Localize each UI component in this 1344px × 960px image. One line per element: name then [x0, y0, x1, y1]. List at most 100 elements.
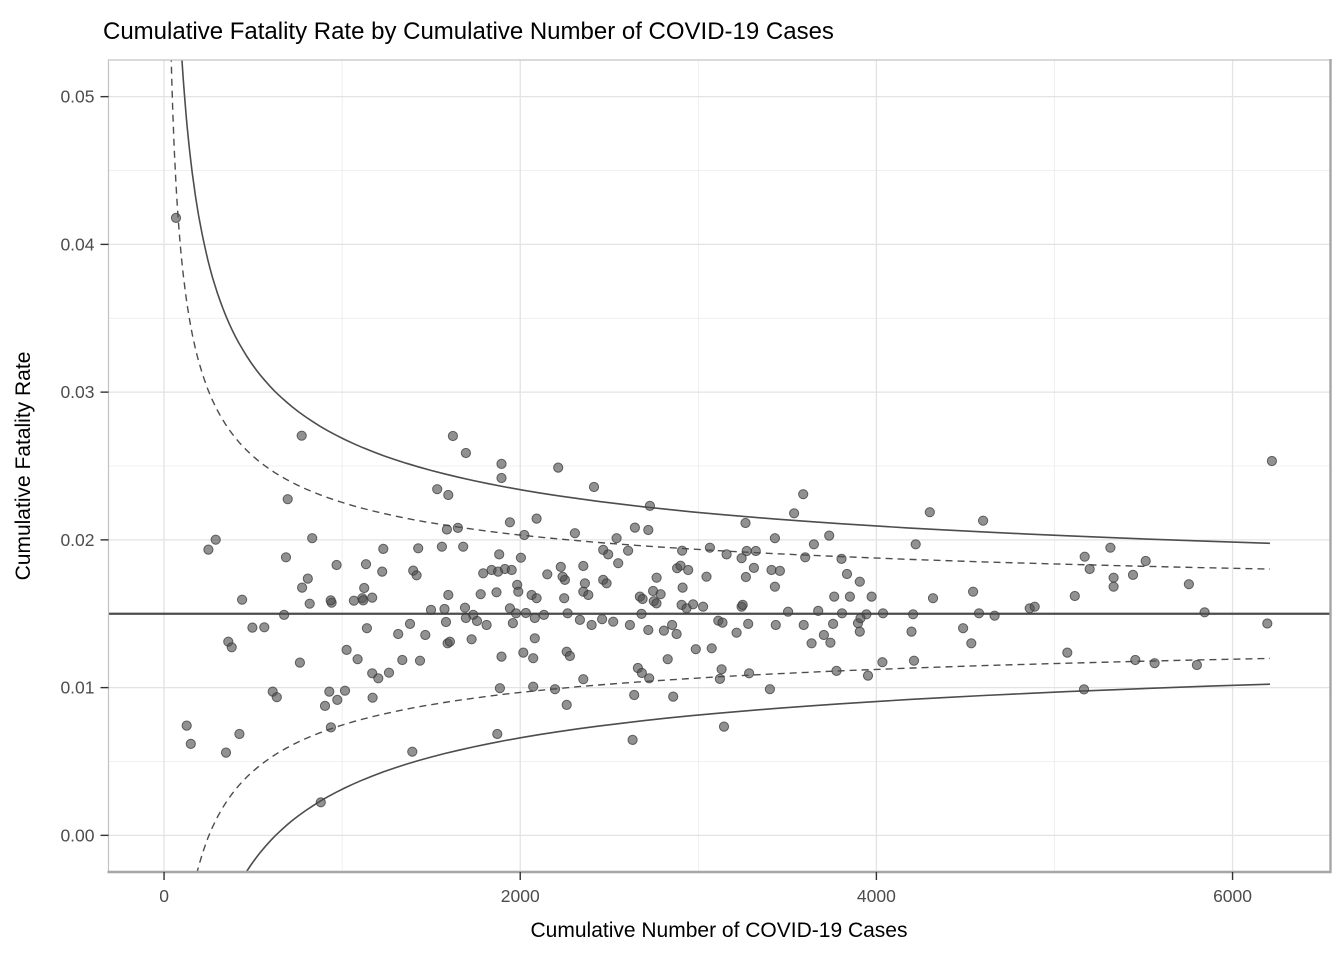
data-point	[651, 598, 662, 609]
data-point	[717, 617, 728, 628]
data-point	[978, 515, 989, 526]
data-point	[966, 638, 977, 649]
data-point	[655, 589, 666, 600]
data-point	[721, 549, 732, 560]
data-point	[307, 533, 318, 544]
data-point	[636, 608, 647, 620]
data-point	[226, 642, 237, 653]
data-point	[529, 612, 540, 624]
panel-border	[107, 59, 1332, 874]
data-point	[359, 582, 370, 594]
data-point	[494, 683, 505, 694]
data-point	[294, 657, 305, 668]
data-point	[471, 615, 483, 627]
axes: 0 2000 4000 6000 0.00 0.01 0.02 0.03 0.04 0.05	[60, 87, 1252, 906]
data-point	[1108, 572, 1119, 583]
data-point	[736, 553, 747, 564]
data-point	[341, 644, 352, 656]
data-point	[818, 629, 830, 641]
data-point	[518, 647, 529, 658]
data-point	[574, 614, 586, 626]
data-point	[1069, 590, 1080, 602]
data-point	[247, 622, 258, 633]
data-point	[608, 616, 619, 627]
data-point	[588, 481, 600, 493]
data-point	[1127, 569, 1139, 581]
data-point	[613, 558, 624, 569]
data-point	[1191, 659, 1203, 671]
x-axis-title: Cumulative Number of COVID-19 Cases	[531, 919, 908, 942]
data-point	[414, 655, 426, 666]
data-point	[769, 581, 781, 592]
data-point	[877, 608, 889, 619]
data-point	[520, 607, 532, 619]
data-point	[1062, 647, 1073, 658]
x-tick-label: 0	[159, 886, 169, 906]
upper-inner-limit-line	[170, 60, 1271, 570]
data-point	[690, 644, 701, 655]
data-point	[439, 603, 450, 615]
data-point	[444, 636, 455, 647]
data-point	[579, 578, 591, 589]
data-point	[494, 549, 505, 560]
data-point	[549, 684, 561, 695]
data-point	[475, 589, 486, 600]
gridlines	[108, 60, 1331, 872]
data-point	[553, 462, 564, 473]
data-point	[808, 539, 820, 550]
data-point	[507, 618, 519, 629]
y-tick-label: 0.03	[60, 382, 94, 402]
data-point	[181, 720, 192, 731]
data-point	[658, 625, 670, 636]
data-point	[367, 692, 378, 703]
data-point	[731, 627, 742, 638]
data-point	[924, 507, 935, 518]
data-point	[339, 685, 351, 696]
data-point	[393, 628, 404, 640]
data-point	[578, 560, 589, 572]
data-point	[420, 629, 431, 641]
data-point	[743, 618, 754, 630]
data-point	[515, 552, 527, 563]
data-point	[714, 673, 726, 685]
data-point	[841, 568, 853, 580]
data-point	[766, 564, 777, 576]
data-point	[1079, 551, 1090, 562]
scatter-points	[170, 212, 1278, 808]
data-point	[718, 721, 730, 732]
data-point	[360, 559, 372, 570]
data-point	[331, 559, 342, 571]
data-point	[481, 619, 492, 631]
data-point	[744, 668, 755, 679]
data-point	[855, 613, 866, 624]
data-point	[407, 746, 418, 757]
data-point	[611, 533, 622, 544]
data-point	[677, 582, 688, 593]
data-point	[750, 545, 761, 557]
data-point	[460, 612, 471, 624]
data-point	[825, 637, 836, 648]
data-point	[282, 494, 293, 505]
data-point	[352, 654, 363, 665]
data-point	[432, 484, 443, 495]
data-point	[578, 674, 589, 685]
data-point	[908, 609, 919, 620]
data-point	[1029, 601, 1040, 612]
data-point	[271, 692, 282, 703]
data-point	[740, 571, 752, 583]
data-point	[637, 593, 648, 605]
data-point	[716, 664, 727, 675]
data-point	[866, 591, 877, 602]
data-point	[748, 562, 760, 574]
data-point	[854, 626, 865, 637]
data-point	[440, 616, 452, 628]
data-point	[491, 587, 502, 598]
data-point	[644, 673, 655, 684]
data-point	[325, 595, 336, 606]
data-point	[220, 747, 232, 758]
data-point	[1078, 684, 1090, 695]
data-point	[304, 598, 315, 609]
data-point	[492, 728, 503, 740]
y-tick-label: 0.02	[60, 530, 94, 550]
data-point	[643, 524, 654, 536]
